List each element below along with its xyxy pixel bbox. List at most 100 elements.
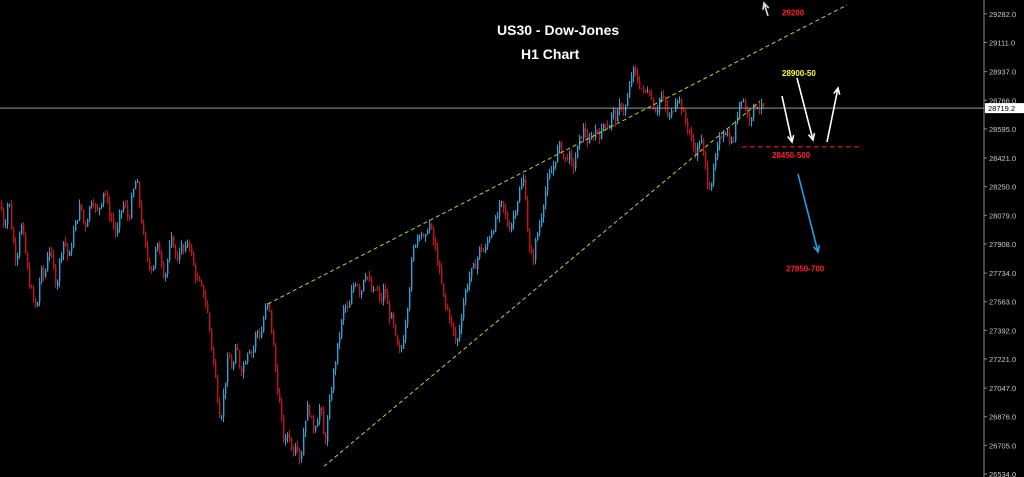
candle-body	[181, 244, 183, 253]
arrow-down-2	[796, 77, 816, 142]
candle-body	[113, 218, 115, 225]
chart-subtitle: H1 Chart	[521, 46, 580, 62]
candle-body	[345, 305, 347, 309]
candle-body	[473, 263, 475, 269]
candle-body	[669, 115, 671, 117]
candle-body	[393, 313, 395, 325]
candle-body	[395, 324, 397, 336]
candle-body	[475, 263, 477, 269]
support-resistance-levels: 29200 28900-50 28450-500 27850-700	[742, 9, 862, 274]
arrow-top-shaft	[763, 2, 769, 17]
candle-body	[305, 420, 307, 433]
candle-body	[359, 285, 361, 295]
level-label-28900-50: 28900-50	[782, 69, 816, 78]
candle-body	[309, 404, 311, 416]
candle-body	[411, 260, 413, 289]
candle-body	[179, 252, 181, 261]
candle-body	[145, 232, 147, 247]
candle-body	[219, 400, 221, 418]
candle-body	[621, 103, 623, 109]
candle-body	[427, 230, 429, 235]
candle-body	[569, 152, 571, 160]
candle-body	[205, 295, 207, 304]
candle-body	[329, 399, 331, 419]
candle-body	[481, 246, 483, 250]
candle-body	[81, 204, 83, 210]
candle-body	[241, 367, 243, 374]
candle-body	[497, 216, 499, 218]
candle-body	[705, 152, 707, 166]
candle-body	[647, 91, 649, 93]
candle-body	[275, 345, 277, 369]
candle-body	[157, 243, 159, 250]
candle-body	[229, 357, 231, 359]
candle-body	[619, 103, 621, 111]
candle-body	[433, 228, 435, 241]
candle-body	[365, 276, 367, 280]
candle-body	[483, 249, 485, 252]
candle-body	[651, 95, 653, 99]
candle-body	[269, 303, 271, 310]
candle-body	[549, 173, 551, 179]
candle-body	[763, 103, 765, 107]
candle-body	[133, 189, 135, 197]
candle-body	[711, 183, 713, 190]
candle-body	[501, 201, 503, 203]
arrow-down-2-shaft	[796, 77, 814, 141]
candle-body	[173, 236, 175, 248]
candle-body	[95, 205, 97, 208]
candle-body	[447, 305, 449, 310]
candle-body	[531, 247, 533, 255]
candle-body	[727, 133, 729, 135]
candle-body	[507, 214, 509, 226]
candle-body	[489, 237, 491, 241]
candle-body	[115, 224, 117, 234]
candle-body	[407, 308, 409, 325]
candle-body	[29, 267, 31, 288]
candle-body	[603, 124, 605, 129]
y-tick-label: 27047.0	[989, 384, 1016, 393]
candle-body	[443, 283, 445, 296]
candle-body	[299, 449, 301, 460]
candle-body	[287, 434, 289, 438]
arrow-up	[826, 86, 841, 143]
candle-body	[413, 246, 415, 261]
candle-body	[467, 286, 469, 291]
candle-body	[613, 110, 615, 114]
candle-body	[271, 309, 273, 332]
candle-body	[525, 179, 527, 200]
candle-body	[487, 240, 489, 247]
candle-body	[45, 270, 47, 277]
candle-body	[101, 203, 103, 208]
candle-body	[521, 183, 523, 190]
price-axis: 29282.0 29111.0 28937.0 28766.0 28595.0 28421…	[983, 0, 1024, 477]
candle-body	[513, 215, 515, 224]
candle-body	[469, 276, 471, 287]
candle-body	[417, 235, 419, 245]
candle-body	[729, 133, 731, 144]
candle-body	[429, 223, 431, 231]
candle-body	[197, 278, 199, 280]
candle-body	[691, 132, 693, 138]
candle-body	[537, 233, 539, 240]
candle-body	[423, 234, 425, 238]
candle-body	[129, 216, 131, 219]
candle-body	[247, 353, 249, 363]
level-label-29200: 29200	[782, 9, 805, 18]
candle-body	[515, 212, 517, 216]
candle-body	[563, 153, 565, 158]
candle-body	[607, 125, 609, 129]
candle-body	[321, 407, 323, 411]
candle-body	[311, 415, 313, 419]
candle-body	[491, 233, 493, 238]
candle-body	[369, 276, 371, 280]
candle-body	[103, 192, 105, 204]
candle-body	[325, 434, 327, 442]
candle-body	[623, 108, 625, 112]
candle-body	[495, 217, 497, 232]
candle-body	[387, 294, 389, 304]
direction-arrows	[762, 1, 841, 254]
candle-body	[257, 331, 259, 334]
candle-body	[201, 281, 203, 286]
candle-body	[47, 256, 49, 271]
